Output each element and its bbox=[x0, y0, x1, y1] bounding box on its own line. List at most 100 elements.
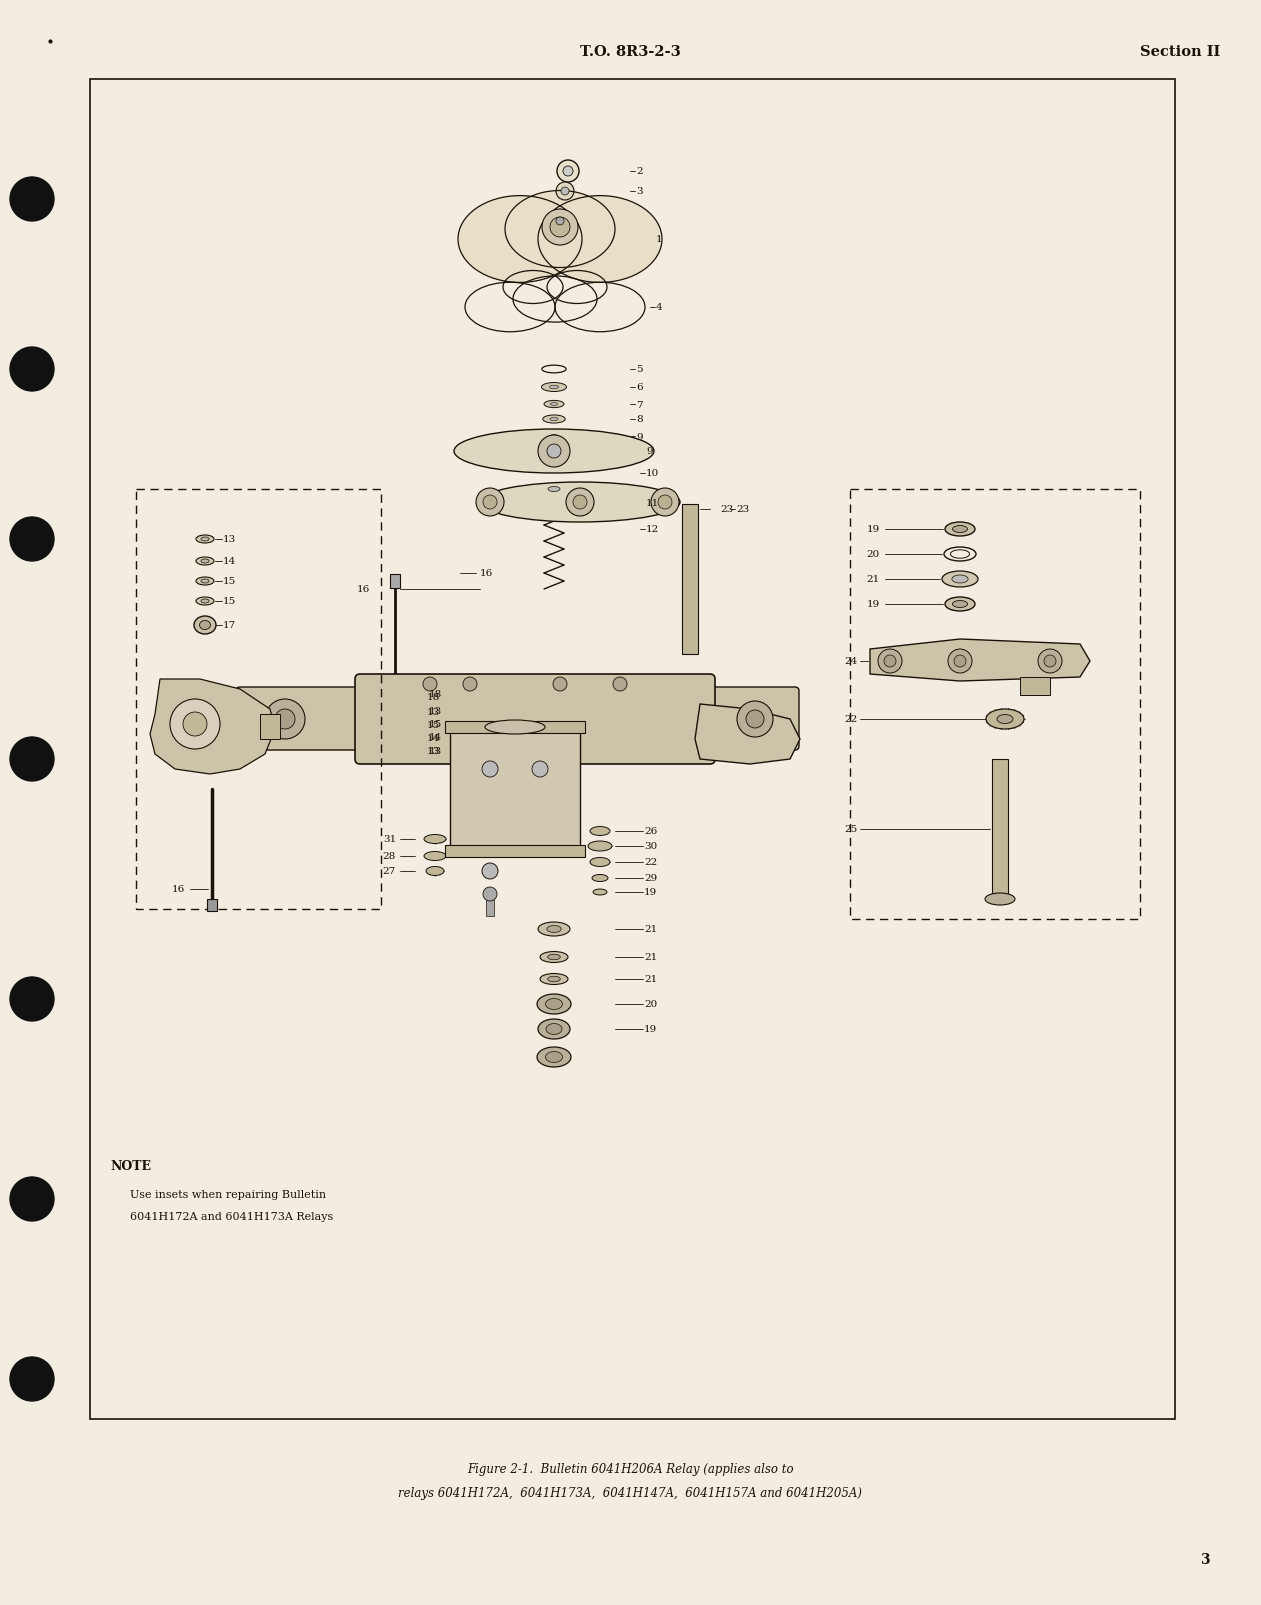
Circle shape bbox=[183, 713, 207, 737]
Text: 11: 11 bbox=[646, 498, 660, 507]
Circle shape bbox=[542, 210, 578, 246]
Ellipse shape bbox=[546, 1024, 562, 1035]
Text: 16: 16 bbox=[480, 570, 493, 578]
Ellipse shape bbox=[200, 600, 209, 603]
Text: 19: 19 bbox=[866, 600, 880, 610]
Text: 15: 15 bbox=[223, 578, 236, 586]
Ellipse shape bbox=[458, 196, 583, 282]
Ellipse shape bbox=[550, 435, 557, 438]
Circle shape bbox=[482, 761, 498, 777]
Bar bbox=[485, 894, 494, 916]
Circle shape bbox=[572, 496, 588, 510]
Bar bbox=[992, 759, 1008, 899]
Text: 18: 18 bbox=[429, 690, 443, 700]
Text: 13: 13 bbox=[223, 534, 236, 544]
Circle shape bbox=[561, 188, 569, 196]
Polygon shape bbox=[695, 705, 799, 764]
Ellipse shape bbox=[537, 995, 571, 1014]
Text: 22: 22 bbox=[644, 859, 657, 867]
Ellipse shape bbox=[538, 1050, 570, 1066]
Circle shape bbox=[475, 488, 504, 517]
Circle shape bbox=[554, 677, 567, 692]
Text: 13: 13 bbox=[426, 708, 440, 717]
Text: 19: 19 bbox=[644, 888, 657, 897]
Circle shape bbox=[422, 677, 438, 692]
Ellipse shape bbox=[546, 998, 562, 1010]
Ellipse shape bbox=[424, 835, 446, 844]
Ellipse shape bbox=[537, 1048, 571, 1067]
Circle shape bbox=[658, 496, 672, 510]
Text: 21: 21 bbox=[644, 953, 657, 961]
Bar bbox=[260, 714, 280, 740]
Ellipse shape bbox=[538, 1019, 570, 1040]
Circle shape bbox=[747, 711, 764, 729]
Ellipse shape bbox=[543, 401, 564, 408]
Text: 3: 3 bbox=[636, 188, 643, 196]
FancyBboxPatch shape bbox=[706, 687, 799, 751]
Ellipse shape bbox=[542, 416, 565, 424]
Circle shape bbox=[483, 888, 497, 902]
Text: 10: 10 bbox=[646, 469, 660, 478]
Circle shape bbox=[556, 218, 564, 226]
Text: 8: 8 bbox=[636, 416, 643, 424]
Ellipse shape bbox=[944, 523, 975, 536]
Ellipse shape bbox=[504, 191, 615, 268]
Text: 1: 1 bbox=[656, 236, 662, 244]
Text: 13: 13 bbox=[426, 746, 440, 756]
Ellipse shape bbox=[547, 1053, 561, 1061]
Ellipse shape bbox=[543, 433, 564, 440]
Circle shape bbox=[884, 655, 897, 668]
Ellipse shape bbox=[593, 889, 607, 896]
Bar bbox=[450, 730, 580, 849]
Bar bbox=[207, 899, 217, 912]
Ellipse shape bbox=[547, 955, 560, 960]
Ellipse shape bbox=[424, 852, 446, 860]
Circle shape bbox=[170, 700, 219, 750]
Text: 19: 19 bbox=[644, 1026, 657, 1034]
Circle shape bbox=[10, 348, 54, 392]
Ellipse shape bbox=[200, 579, 209, 584]
Ellipse shape bbox=[200, 560, 209, 563]
Circle shape bbox=[275, 709, 295, 730]
Text: 13: 13 bbox=[429, 746, 443, 756]
Text: T.O. 8R3-2-3: T.O. 8R3-2-3 bbox=[580, 45, 681, 59]
Ellipse shape bbox=[588, 841, 612, 852]
Circle shape bbox=[955, 655, 966, 668]
Text: Section II: Section II bbox=[1140, 45, 1219, 59]
Bar bbox=[136, 490, 381, 910]
Ellipse shape bbox=[547, 926, 561, 933]
Ellipse shape bbox=[480, 483, 680, 523]
Circle shape bbox=[566, 488, 594, 517]
Ellipse shape bbox=[550, 403, 557, 406]
Text: 6: 6 bbox=[636, 384, 643, 392]
Text: 31: 31 bbox=[383, 835, 396, 844]
Ellipse shape bbox=[952, 526, 967, 533]
Ellipse shape bbox=[952, 576, 968, 584]
Text: 17: 17 bbox=[223, 621, 236, 631]
Ellipse shape bbox=[538, 196, 662, 282]
Text: 7: 7 bbox=[636, 400, 643, 409]
Ellipse shape bbox=[540, 998, 567, 1011]
Circle shape bbox=[550, 218, 570, 238]
Ellipse shape bbox=[590, 859, 610, 867]
Ellipse shape bbox=[540, 485, 567, 496]
Text: 18: 18 bbox=[426, 693, 440, 701]
Ellipse shape bbox=[547, 1002, 560, 1008]
Ellipse shape bbox=[550, 419, 559, 422]
FancyBboxPatch shape bbox=[236, 687, 369, 751]
Text: 19: 19 bbox=[866, 525, 880, 534]
Circle shape bbox=[265, 700, 305, 740]
Text: 20: 20 bbox=[866, 551, 880, 559]
Circle shape bbox=[557, 160, 579, 183]
Text: 25: 25 bbox=[845, 825, 857, 835]
Text: 23: 23 bbox=[736, 506, 749, 514]
Ellipse shape bbox=[485, 721, 545, 735]
Ellipse shape bbox=[997, 716, 1013, 724]
Ellipse shape bbox=[426, 867, 444, 876]
Text: 22: 22 bbox=[845, 716, 857, 724]
FancyBboxPatch shape bbox=[356, 674, 715, 764]
Text: 23: 23 bbox=[720, 506, 733, 514]
Ellipse shape bbox=[591, 875, 608, 883]
Text: 29: 29 bbox=[644, 875, 657, 883]
Text: 14: 14 bbox=[429, 733, 443, 742]
